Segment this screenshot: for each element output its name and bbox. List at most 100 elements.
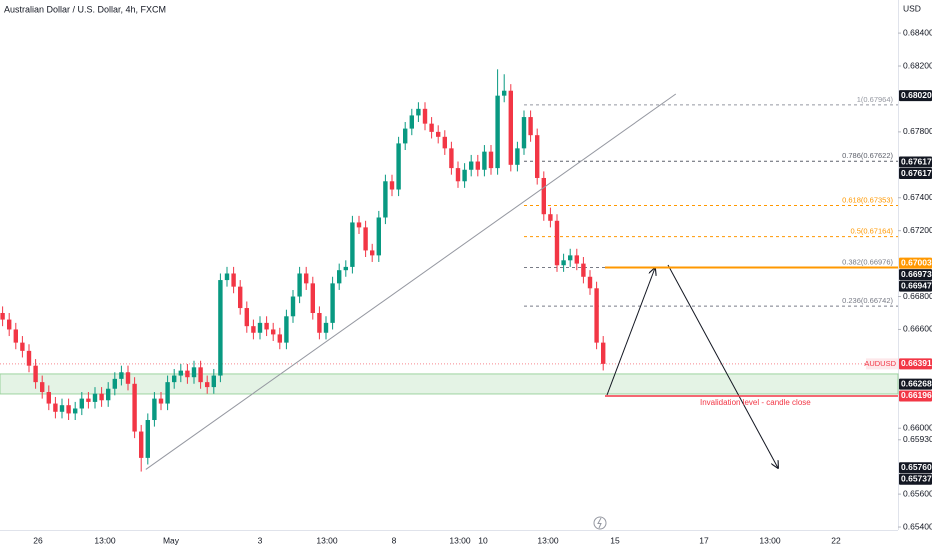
candle-body xyxy=(191,367,197,378)
x-tick-label: May xyxy=(163,535,180,545)
fib-label: 0.382(0.66976) xyxy=(842,258,893,267)
price-label: 0.67003 xyxy=(901,257,932,267)
candle-body xyxy=(541,177,546,215)
trendline xyxy=(145,93,677,470)
candle-body xyxy=(211,375,216,388)
candle-body xyxy=(502,90,507,96)
axes: 0.68400 0.68200 0.67800 0.67400 0.67200 0.668… xyxy=(33,27,932,545)
fib-label: 0.5(0.67164) xyxy=(850,227,893,236)
candle-body xyxy=(7,319,12,330)
candle-body xyxy=(317,312,322,333)
currency-label: USD xyxy=(903,3,921,13)
candle-body xyxy=(185,370,190,378)
candle-body xyxy=(172,375,177,383)
price-label: 0.67617 xyxy=(901,156,932,166)
candle-body xyxy=(554,220,560,266)
price-label: 0.66947 xyxy=(901,280,932,290)
candle-body xyxy=(165,382,170,404)
price-label-box xyxy=(899,168,932,180)
x-tick-label: 13:00 xyxy=(449,535,471,545)
candle-body xyxy=(139,431,144,458)
candle-body xyxy=(99,393,104,401)
y-tick-label: 0.65930 xyxy=(903,434,932,444)
candle-body xyxy=(205,382,210,388)
x-tick-label: 3 xyxy=(258,535,263,545)
candle-body xyxy=(132,383,137,432)
candle-body xyxy=(251,326,256,333)
candle-body xyxy=(66,405,71,414)
y-tick-label: 0.66800 xyxy=(903,291,932,301)
candle-body xyxy=(356,222,362,228)
candle-body xyxy=(462,169,467,182)
candle-body xyxy=(574,255,579,264)
y-tick-label: 0.66600 xyxy=(903,324,932,334)
chart-title: Australian Dollar / U.S. Dollar, 4h, FXC… xyxy=(4,4,166,14)
fib-label: 0.236(0.66742) xyxy=(842,296,893,305)
candle-body xyxy=(330,283,335,323)
candle-body xyxy=(92,393,98,402)
y-tick-label: 0.67200 xyxy=(903,225,932,235)
candle-body xyxy=(508,90,513,165)
candle-body xyxy=(528,117,533,136)
invalidation-text: Invalidation level - candle close xyxy=(700,398,811,407)
y-tick-label: 0.66000 xyxy=(903,422,932,432)
x-tick-label: 10 xyxy=(478,535,488,545)
price-label: 0.65737 xyxy=(901,474,932,484)
candle-body xyxy=(26,350,32,366)
candles xyxy=(0,69,606,472)
candle-body xyxy=(310,283,315,313)
candle-body xyxy=(40,382,45,393)
candle-body xyxy=(409,115,414,129)
price-label: 0.66391 xyxy=(901,358,932,368)
candle-body xyxy=(495,95,500,169)
x-tick-label: 15 xyxy=(610,535,620,545)
candle-body xyxy=(86,398,91,402)
x-tick-label: 8 xyxy=(392,535,397,545)
projection-arrow-down xyxy=(667,264,778,468)
candle-body xyxy=(601,342,606,364)
y-tick-label: 0.65400 xyxy=(903,521,932,531)
candle-body xyxy=(389,181,395,190)
candle-body xyxy=(297,273,302,297)
price-label-box xyxy=(899,156,932,168)
candle-body xyxy=(178,370,183,376)
candle-body xyxy=(271,329,276,335)
candle-body xyxy=(238,286,243,309)
candle-body xyxy=(53,403,58,412)
candle-body xyxy=(442,136,447,149)
candle-body xyxy=(482,151,487,170)
price-label: 0.66973 xyxy=(901,269,932,279)
candle-body xyxy=(416,108,421,116)
projection-arrow-up xyxy=(606,268,655,396)
candle-body xyxy=(594,288,599,343)
symbol-label: AUDUSD xyxy=(864,359,896,368)
candle-body xyxy=(145,420,150,458)
price-label-box xyxy=(899,462,932,474)
candle-body xyxy=(112,378,117,389)
candle-body xyxy=(568,255,573,261)
candle-body xyxy=(581,263,586,277)
candle-body xyxy=(46,392,51,404)
candle-body xyxy=(521,117,527,149)
candle-body xyxy=(198,367,203,383)
candle-body xyxy=(515,148,520,165)
event-icon-bolt xyxy=(597,517,602,529)
candle-body xyxy=(158,398,164,404)
drawings-front: Invalidation level - candle close xyxy=(145,93,898,530)
candle-body xyxy=(488,151,494,169)
candle-body xyxy=(587,276,593,289)
candle-body xyxy=(0,312,5,320)
symbol-box xyxy=(866,358,898,370)
price-label-box xyxy=(899,257,932,269)
price-label-box xyxy=(899,269,932,281)
x-tick-label: 13:00 xyxy=(316,535,338,545)
price-label: 0.67617 xyxy=(901,168,932,178)
candle-body xyxy=(257,322,263,333)
candle-body xyxy=(20,342,25,351)
candle-body xyxy=(535,135,540,178)
candle-body xyxy=(469,161,474,170)
price-label: 0.66196 xyxy=(901,390,932,400)
